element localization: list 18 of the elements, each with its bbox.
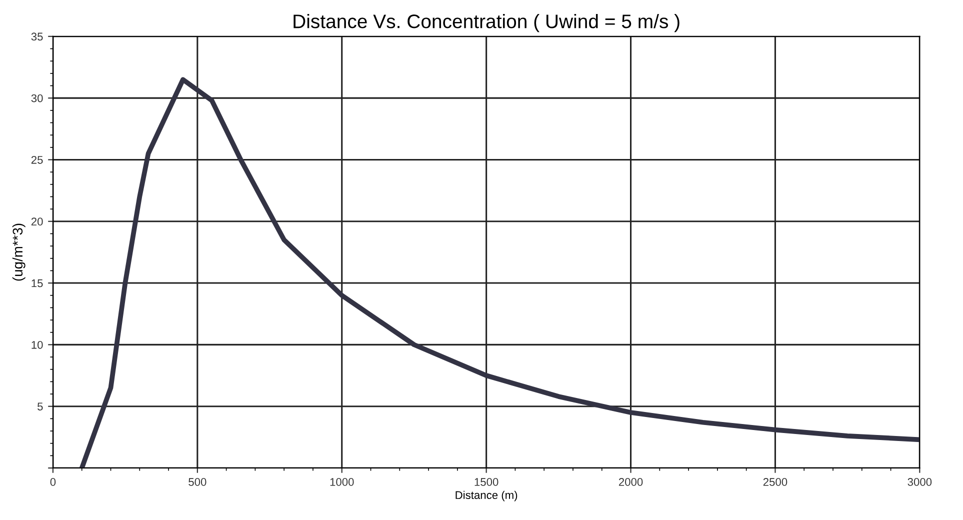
x-tick-label: 0 xyxy=(50,478,56,486)
line-series xyxy=(79,77,920,468)
x-tick-label: 1000 xyxy=(330,478,354,486)
x-axis-title: Distance (m) xyxy=(456,490,518,502)
chart-title: Distance Vs. Concentration ( Uwind = 5 m/s ) xyxy=(294,14,680,32)
y-tick-label: 15 xyxy=(32,279,43,288)
y-tick-label: 20 xyxy=(31,218,43,226)
x-tick-label: 500 xyxy=(188,478,206,486)
y-tick-label: 25 xyxy=(31,156,43,164)
x-tick-label: 1500 xyxy=(474,478,498,486)
y-axis-title: (ug/m**3) xyxy=(12,224,26,281)
x-tick-label: 3000 xyxy=(908,478,932,486)
y-tick-label: 10 xyxy=(32,340,43,349)
x-tick-label: 2500 xyxy=(763,478,788,486)
y-tick-label: 5 xyxy=(38,402,43,410)
y-tick-label: 30 xyxy=(31,94,43,102)
x-tick-label: 2000 xyxy=(618,478,643,486)
y-tick-label: 35 xyxy=(31,32,43,41)
